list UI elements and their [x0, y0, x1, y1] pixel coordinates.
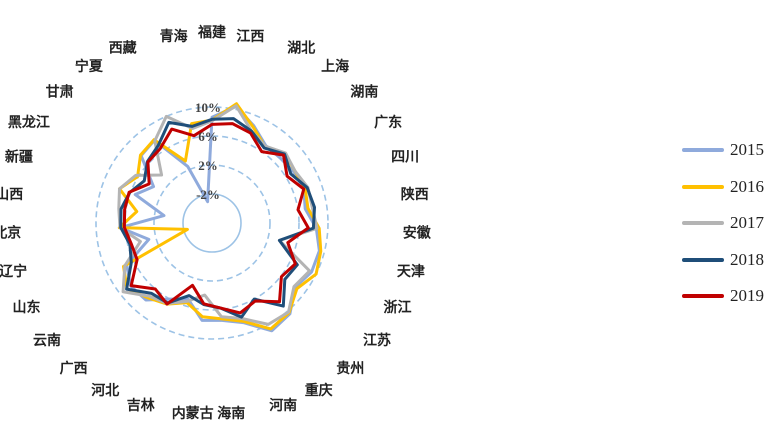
tick-label: 10% [195, 100, 221, 115]
legend-label: 2017 [730, 213, 764, 233]
category-label: 青海 [160, 28, 188, 45]
legend-item: 2016 [682, 169, 764, 206]
legend-swatch [682, 148, 724, 153]
tick-label: -2% [196, 187, 220, 202]
category-label: 云南 [33, 332, 61, 349]
category-label: 河南 [269, 397, 297, 414]
radar-series [117, 102, 323, 333]
category-label: 甘肃 [46, 83, 74, 100]
category-label: 广东 [374, 114, 402, 131]
category-label: 宁夏 [75, 58, 104, 75]
legend-swatch [682, 184, 724, 189]
legend-label: 2018 [730, 249, 764, 269]
category-label: 湖北 [287, 41, 315, 57]
legend-item: 2019 [682, 278, 764, 315]
radar-ring [182, 193, 242, 253]
category-label: 江西 [236, 28, 264, 45]
category-label: 吉林 [127, 397, 155, 414]
legend-swatch [682, 257, 724, 262]
legend-label: 2015 [730, 140, 764, 160]
tick-label: 6% [198, 129, 218, 144]
category-label: 内蒙古 [172, 405, 214, 422]
series-line-2019 [122, 122, 310, 315]
radar-ring [153, 164, 271, 282]
legend-item: 2018 [682, 242, 764, 279]
radar-rings [95, 106, 329, 340]
category-label: 贵州 [336, 360, 364, 377]
category-label: 江苏 [363, 332, 391, 349]
category-label: 湖南 [350, 83, 378, 100]
category-label: 北京 [0, 225, 21, 242]
category-label: 上海 [321, 58, 349, 75]
category-label: 浙江 [384, 299, 412, 316]
category-label: 海南 [217, 405, 245, 422]
radar-ring [95, 106, 329, 340]
category-label: 重庆 [305, 382, 333, 399]
legend-label: 2019 [730, 286, 764, 306]
legend-swatch [682, 221, 724, 226]
category-label: 四川 [391, 150, 419, 166]
category-label: 山西 [0, 187, 23, 203]
category-label: 西藏 [109, 40, 137, 57]
category-label: 辽宁 [0, 263, 27, 280]
radar-tick-labels: -2% 2% 6% 10% [195, 100, 221, 202]
chart-legend: 2015 2016 2017 2018 2019 [682, 132, 764, 315]
legend-item: 2015 [682, 132, 764, 169]
category-label: 福建 [197, 24, 226, 41]
category-label: 山东 [13, 299, 41, 316]
category-label: 天津 [397, 263, 425, 280]
category-label: 陕西 [401, 186, 429, 203]
legend-swatch [682, 294, 724, 299]
category-label: 新疆 [5, 149, 33, 166]
legend-item: 2017 [682, 205, 764, 242]
tick-label: 2% [198, 158, 218, 173]
category-label: 安徽 [403, 225, 432, 242]
legend-label: 2016 [730, 176, 764, 196]
category-label: 河北 [91, 382, 119, 399]
category-label: 广西 [60, 360, 88, 377]
category-label: 黑龙江 [8, 114, 50, 131]
series-line-2015 [118, 105, 321, 333]
